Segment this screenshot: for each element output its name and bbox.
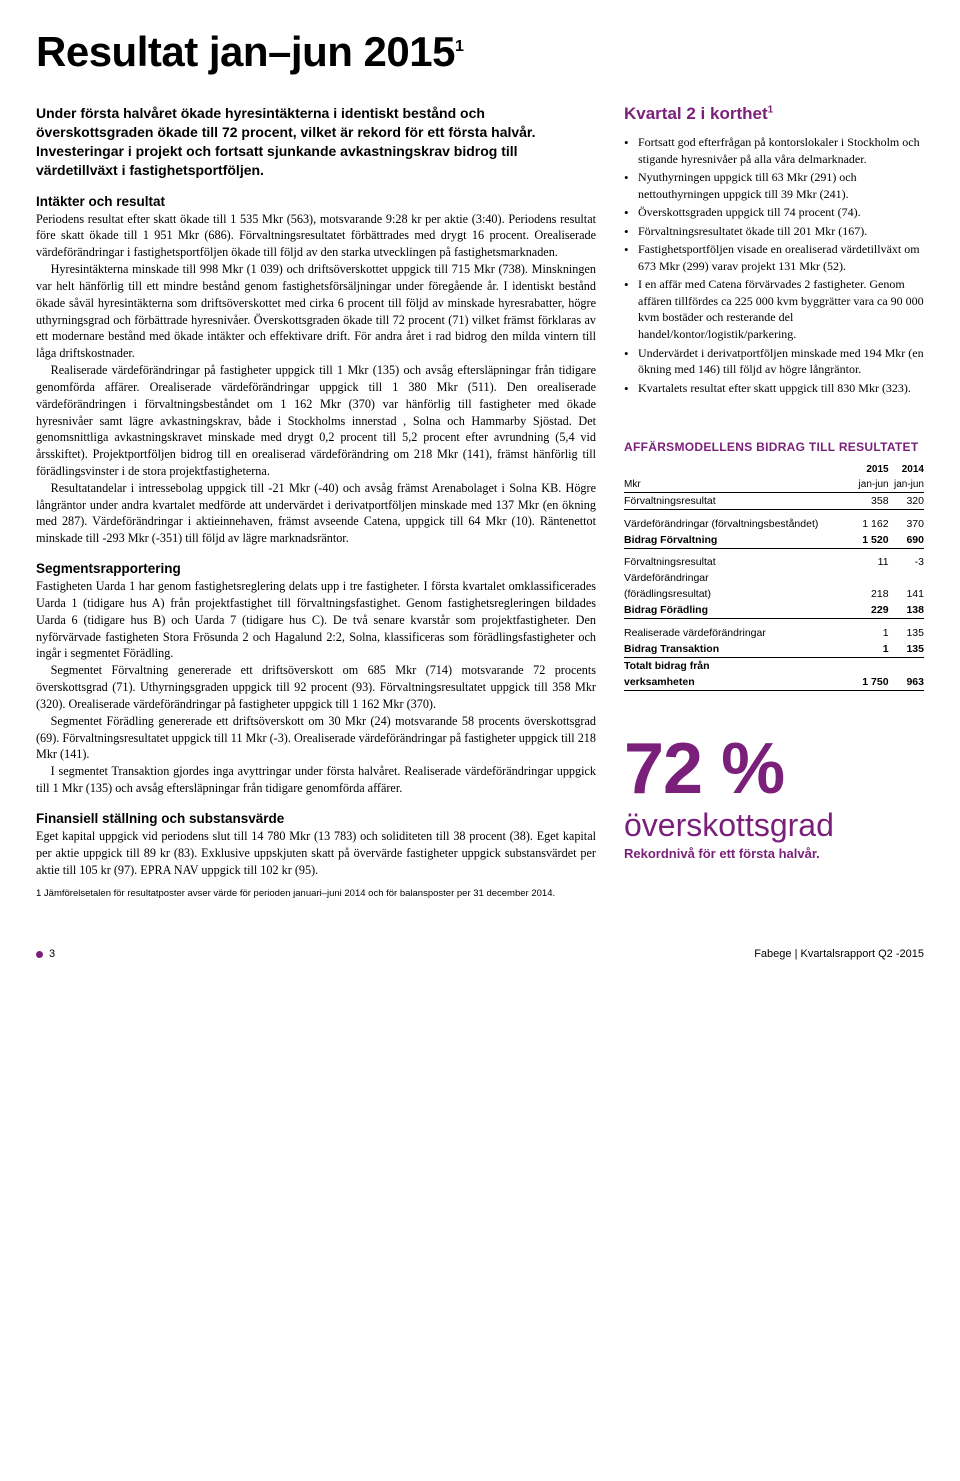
table-cell-2015: 229 [853,602,888,619]
table-cell-2014: 135 [889,625,924,641]
table-title: AFFÄRSMODELLENS BIDRAG TILL RESULTATET [624,440,924,454]
table-cell-label: Värdeförändringar (förvaltningsbeståndet… [624,516,853,532]
table-cell-2015: 11 [853,554,888,570]
body-p4: Resultatandelar i intressebolag uppgick … [36,480,596,547]
table-cell-2014 [889,570,924,586]
table-cell-label: Realiserade värdeförändringar [624,625,853,641]
table-cell-2014: 138 [889,602,924,619]
table-cell-label: verksamheten [624,674,853,691]
col-2015-period: jan-jun [853,477,888,493]
table-cell-2014: 320 [889,493,924,510]
right-column: Kvartal 2 i korthet1 Fortsatt god efterf… [624,104,924,900]
table-cell-2014: 370 [889,516,924,532]
bullet-item: Kvartalets resultat efter skatt uppgick … [624,380,924,397]
big-sub: Rekordnivå för ett första halvår. [624,846,924,861]
body-p7: Segmentet Förädling genererade ett drift… [36,713,596,763]
left-column: Under första halvåret ökade hyresintäkte… [36,104,596,900]
bullet-item: Undervärdet i derivatportföljen minskade… [624,345,924,378]
box-title-text: Kvartal 2 i korthet [624,104,768,123]
body-p3: Realiserade värdeförändringar på fastigh… [36,362,596,480]
lead-paragraph: Under första halvåret ökade hyresintäkte… [36,104,596,180]
table-cell-2015: 1 [853,641,888,658]
table-cell-2014 [889,657,924,674]
big-word: överskottsgrad [624,809,924,843]
box-title: Kvartal 2 i korthet1 [624,104,924,124]
body-p8: I segmentet Transaktion gjordes inga avy… [36,763,596,797]
table-cell-2014: 690 [889,532,924,549]
table-cell-label: Bidrag Förvaltning [624,532,853,549]
heading-finansiell: Finansiell ställning och substansvärde [36,811,596,826]
table-cell-label: Förvaltningsresultat [624,493,853,510]
table-cell-label: Förvaltningsresultat [624,554,853,570]
heading-segment: Segmentsrapportering [36,561,596,576]
bullet-item: Fastighetsportföljen visade en orealiser… [624,241,924,274]
table-cell-label: Totalt bidrag från [624,657,853,674]
table-cell-2014: 141 [889,586,924,602]
table-cell-2015 [853,570,888,586]
contribution-table: 2015 2014 Mkr jan-jun jan-jun Förvaltnin… [624,462,924,691]
table-cell-2015: 1 162 [853,516,888,532]
col-2014-period: jan-jun [889,477,924,493]
table-cell-2015: 218 [853,586,888,602]
big-number: 72 % [624,733,924,805]
footer-source: Fabege | Kvartalsrapport Q2 -2015 [754,948,924,960]
page-number: 3 [36,948,55,960]
box-title-sup: 1 [768,104,774,115]
table-cell-2015: 1 520 [853,532,888,549]
body-p6: Segmentet Förvaltning genererade ett dri… [36,662,596,712]
bullet-item: Överskottsgraden uppgick till 74 procent… [624,204,924,221]
bullet-item: Nyuthyrningen uppgick till 63 Mkr (291) … [624,169,924,202]
table-cell-2015: 1 [853,625,888,641]
table-cell-label: Bidrag Transaktion [624,641,853,658]
body-p5: Fastigheten Uarda 1 har genom fastighets… [36,578,596,662]
table-cell-2014: 963 [889,674,924,691]
table-cell-2015: 358 [853,493,888,510]
title-text: Resultat jan–jun 2015 [36,28,455,75]
table-cell-label: (förädlingsresultat) [624,586,853,602]
bullet-list: Fortsatt god efterfrågan på kontorslokal… [624,134,924,396]
body-p9: Eget kapital uppgick vid periodens slut … [36,828,596,878]
table-cell-label: Värdeförändringar [624,570,853,586]
table-cell-2015: 1 750 [853,674,888,691]
footnote: 1 Jämförelsetalen för resultatposter avs… [36,888,596,900]
body-p2: Hyresintäkterna minskade till 998 Mkr (1… [36,261,596,362]
table-cell-label: Bidrag Förädling [624,602,853,619]
body-p1: Periodens resultat efter skatt ökade til… [36,211,596,261]
table-cell-2014: -3 [889,554,924,570]
page-title: Resultat jan–jun 20151 [36,28,924,76]
bullet-item: Förvaltningsresultatet ökade till 201 Mk… [624,223,924,240]
col-2014-year: 2014 [889,462,924,477]
title-sup: 1 [455,38,463,55]
col-2015-year: 2015 [853,462,888,477]
table-cell-2014: 135 [889,641,924,658]
bullet-item: I en affär med Catena förvärvades 2 fast… [624,276,924,342]
bullet-item: Fortsatt god efterfrågan på kontorslokal… [624,134,924,167]
col-label: Mkr [624,477,853,493]
page-footer: 3 Fabege | Kvartalsrapport Q2 -2015 [36,948,924,960]
table-cell-2015 [853,657,888,674]
heading-intakter: Intäkter och resultat [36,194,596,209]
